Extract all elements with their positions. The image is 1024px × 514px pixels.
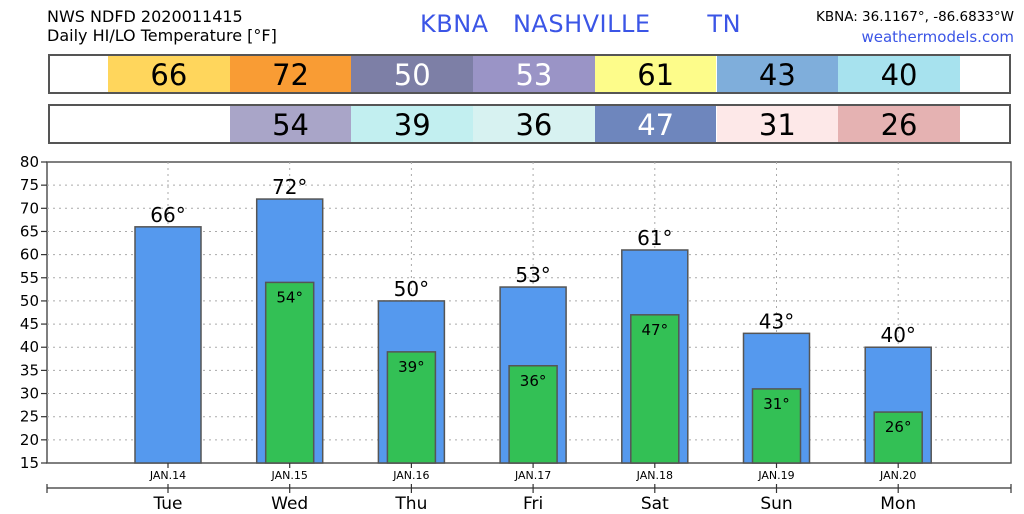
high-label: 72° [272,175,307,199]
site-link[interactable]: weathermodels.com [861,28,1014,46]
date-label: JAN.16 [392,469,429,482]
day-label: Sun [760,494,792,514]
high-temp-cell: 66 [108,56,230,92]
high-bar [134,226,202,464]
day-label: Wed [271,494,308,514]
high-label: 61° [637,226,672,250]
y-tick-label: 80 [20,153,39,171]
date-label: JAN.17 [514,469,551,482]
high-label: 50° [394,277,429,301]
date-label: JAN.15 [271,469,308,482]
high-temp-cell: 61 [594,56,717,92]
high-temp-cell: 50 [351,56,474,92]
low-label: 39° [398,358,425,376]
low-label: 54° [276,288,303,306]
low-label: 31° [763,395,790,413]
low-bar [264,281,315,464]
day-label: Sat [641,494,669,514]
high-temp-strip: 66 72 50 53 61 43 40 [48,54,1011,94]
day-label: Tue [152,494,182,514]
y-tick-label: 15 [20,454,39,472]
y-tick-label: 35 [20,361,39,379]
high-label: 66° [150,203,185,227]
station-title: KBNA NASHVILLE TN [420,10,742,38]
date-label: JAN.14 [149,469,186,482]
y-tick-label: 70 [20,199,39,217]
low-temp-cell: 54 [229,106,352,142]
date-label: JAN.19 [757,469,794,482]
low-temp-cell: 36 [473,106,595,142]
low-bar [630,314,680,464]
day-label: Thu [394,494,427,514]
low-temp-cell: 31 [716,106,839,142]
high-label: 40° [880,323,915,347]
coords-label: KBNA: 36.1167°, -86.6833°W [815,9,1014,25]
high-temp-cell: 53 [473,56,595,92]
low-temp-cell: 39 [351,106,474,142]
low-temp-cell: 47 [594,106,717,142]
high-label: 53° [515,263,550,287]
product-label: Daily HI/LO Temperature [°F] [47,26,277,45]
day-label: Mon [880,494,916,514]
high-temp-cell: 40 [838,56,960,92]
y-tick-label: 30 [20,385,39,403]
header-right: KBNA: 36.1167°, -86.6833°W weathermodels… [816,7,1014,47]
y-tick-label: 60 [20,246,39,264]
header-left: NWS NDFD 2020011415 Daily HI/LO Temperat… [47,7,277,45]
low-temp-cell [108,106,230,142]
low-label: 36° [520,372,547,390]
y-tick-label: 40 [20,338,39,356]
y-tick-label: 65 [20,222,39,240]
y-tick-label: 45 [20,315,39,333]
low-bar [751,388,802,464]
high-temp-cell: 72 [229,56,352,92]
y-tick-label: 20 [20,431,39,449]
low-temp-cell: 26 [838,106,960,142]
y-tick-label: 75 [20,176,39,194]
high-label: 43° [759,309,794,333]
date-label: JAN.20 [879,469,916,482]
y-tick-label: 50 [20,292,39,310]
run-label: NWS NDFD 2020011415 [47,7,243,26]
low-label: 26° [885,418,912,436]
day-label: Fri [523,494,543,514]
high-temp-cell: 43 [716,56,839,92]
y-tick-label: 55 [20,269,39,287]
low-label: 47° [642,321,669,339]
date-label: JAN.18 [636,469,673,482]
y-tick-label: 25 [20,408,39,426]
low-bar [386,351,437,464]
low-temp-strip: 54 39 36 47 31 26 [48,104,1011,144]
